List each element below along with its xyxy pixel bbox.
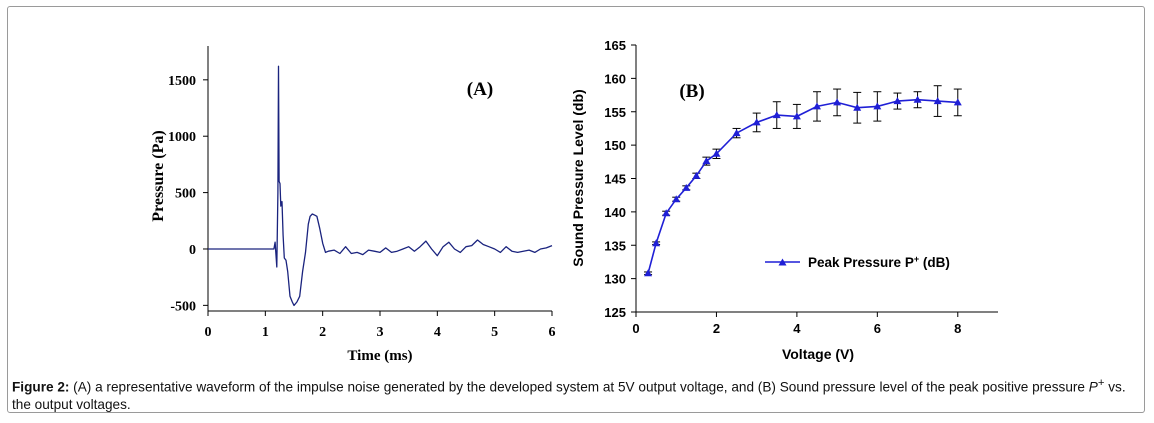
data-point (652, 239, 661, 247)
panel-a-y-title: Pressure (Pa) (150, 130, 167, 221)
a-y-tick-label: 1000 (168, 130, 196, 145)
b-y-tick-label: 155 (604, 105, 626, 120)
data-point (752, 118, 761, 126)
caption-symbol: P (1088, 379, 1098, 395)
b-x-tick-label: 8 (954, 321, 961, 336)
a-x-tick-label: 1 (262, 325, 269, 340)
waveform-line (208, 65, 553, 307)
legend: Peak Pressure P+ (dB) (765, 254, 950, 270)
data-point (833, 98, 842, 106)
data-point (772, 111, 781, 119)
legend-marker-icon (778, 258, 787, 266)
data-point (933, 97, 942, 105)
caption-superscript: + (1097, 377, 1105, 389)
b-y-tick-label: 145 (604, 172, 626, 187)
panel-a-x-title: Time (ms) (347, 348, 412, 364)
panel-b: 0 2 4 6 8 125 130 135 140 145 150 155 160 165 (B) Vol… (570, 38, 998, 362)
data-point (682, 183, 691, 191)
figure-caption: Figure 2: (A) a representative waveform … (12, 375, 1142, 413)
a-y-tick-label: 500 (175, 187, 196, 202)
b-y-tick-label: 135 (604, 238, 626, 253)
caption-text-a: (A) a representative waveform of the imp… (69, 379, 1089, 395)
a-x-tick-label: 3 (377, 325, 384, 340)
data-point (644, 269, 653, 277)
panel-a: 0 1 2 3 4 5 6 -500 0 500 1000 1500 (A) Time (ms) Pr… (150, 46, 556, 364)
a-x-tick-label: 0 (205, 325, 212, 340)
data-point (853, 103, 862, 111)
data-point (712, 149, 721, 157)
b-x-tick-label: 6 (874, 321, 881, 336)
data-point (732, 129, 741, 137)
data-point (672, 195, 681, 203)
data-point (893, 97, 902, 105)
data-point (913, 95, 922, 103)
b-x-tick-label: 2 (713, 321, 720, 336)
caption-label: Figure 2: (12, 379, 70, 395)
b-x-tick-label: 0 (632, 321, 639, 336)
figure-frame (7, 6, 1145, 413)
data-point (702, 157, 711, 165)
panel-b-label: (B) (679, 81, 704, 102)
a-x-tick-label: 6 (549, 325, 556, 340)
data-point (662, 209, 671, 217)
data-point (953, 98, 962, 106)
a-y-tick-label: 1500 (168, 74, 196, 89)
b-y-tick-label: 165 (604, 38, 626, 53)
b-y-tick-label: 150 (604, 138, 626, 153)
a-y-tick-label: 0 (189, 243, 196, 258)
a-x-tick-label: 4 (434, 325, 441, 340)
panel-a-label: (A) (467, 79, 493, 100)
a-x-tick-label: 5 (491, 325, 498, 340)
legend-label: Peak Pressure P+ (dB) (808, 254, 950, 270)
data-point (873, 102, 882, 110)
data-point (813, 102, 821, 110)
series-line (647, 98, 958, 274)
data-point (792, 112, 801, 120)
b-x-tick-label: 4 (793, 321, 801, 336)
b-y-tick-label: 130 (604, 272, 626, 287)
panel-b-x-title: Voltage (V) (782, 346, 854, 362)
caption-text-b: vs. the output voltages. (12, 379, 1126, 412)
data-point (692, 171, 701, 179)
panel-b-y-title: Sound Pressure Level (db) (570, 89, 586, 266)
a-y-tick-label: -500 (170, 299, 196, 314)
b-y-tick-label: 160 (604, 71, 626, 86)
a-x-tick-label: 2 (319, 325, 326, 340)
b-y-tick-label: 125 (604, 305, 626, 320)
b-y-tick-label: 140 (604, 205, 626, 220)
